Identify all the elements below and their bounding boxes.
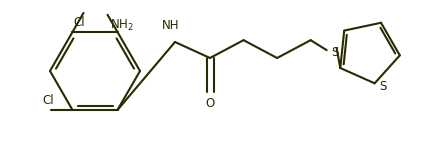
- Text: Cl: Cl: [43, 94, 54, 107]
- Text: S: S: [380, 80, 387, 93]
- Text: NH: NH: [162, 19, 180, 32]
- Text: Cl: Cl: [74, 16, 85, 29]
- Text: S: S: [332, 46, 339, 59]
- Text: NH$_2$: NH$_2$: [109, 18, 133, 33]
- Text: O: O: [205, 97, 215, 110]
